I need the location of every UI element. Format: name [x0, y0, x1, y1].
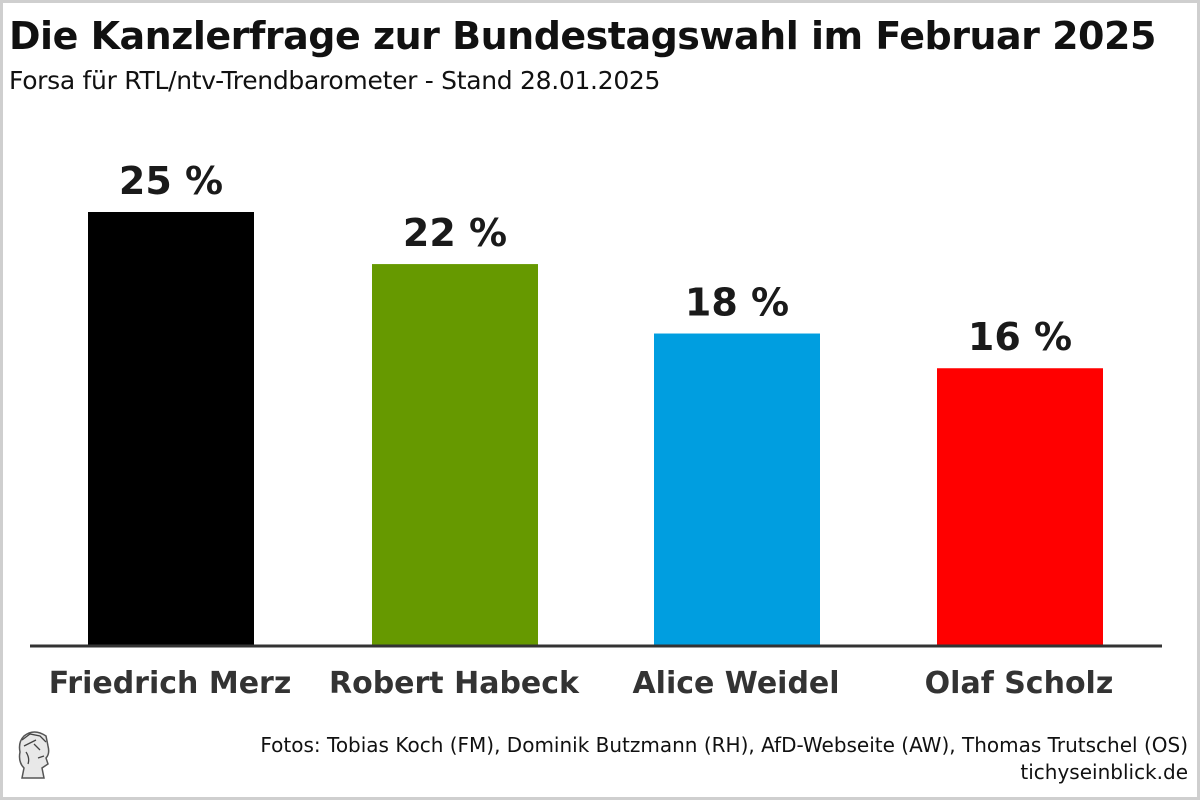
category-label: Robert Habeck	[329, 666, 580, 701]
category-label: Olaf Scholz	[925, 666, 1114, 701]
data-label: 25 %	[119, 159, 223, 203]
photo-credits: Fotos: Tobias Koch (FM), Dominik Butzman…	[260, 733, 1188, 757]
chart-subtitle: Forsa für RTL/ntv-Trendbarometer - Stand…	[9, 66, 661, 95]
data-label: 16 %	[968, 315, 1072, 359]
data-label: 18 %	[685, 281, 789, 325]
bar-friedrich-merz	[88, 212, 254, 646]
hermes-head-logo-icon	[18, 731, 50, 779]
footer: Fotos: Tobias Koch (FM), Dominik Butzman…	[260, 732, 1188, 786]
chart-title: Die Kanzlerfrage zur Bundestagswahl im F…	[9, 14, 1156, 58]
labels-group: 25 % Friedrich Merz 22 % Robert Habeck 18 % A…	[49, 159, 1114, 701]
bar-olaf-scholz	[937, 368, 1103, 646]
data-label: 22 %	[403, 211, 507, 255]
source-label: tichyseinblick.de	[1020, 760, 1188, 784]
category-label: Alice Weidel	[632, 666, 839, 701]
bars-group	[88, 212, 1103, 646]
bar-robert-habeck	[372, 264, 538, 646]
bar-alice-weidel	[654, 333, 820, 646]
category-label: Friedrich Merz	[49, 666, 292, 701]
